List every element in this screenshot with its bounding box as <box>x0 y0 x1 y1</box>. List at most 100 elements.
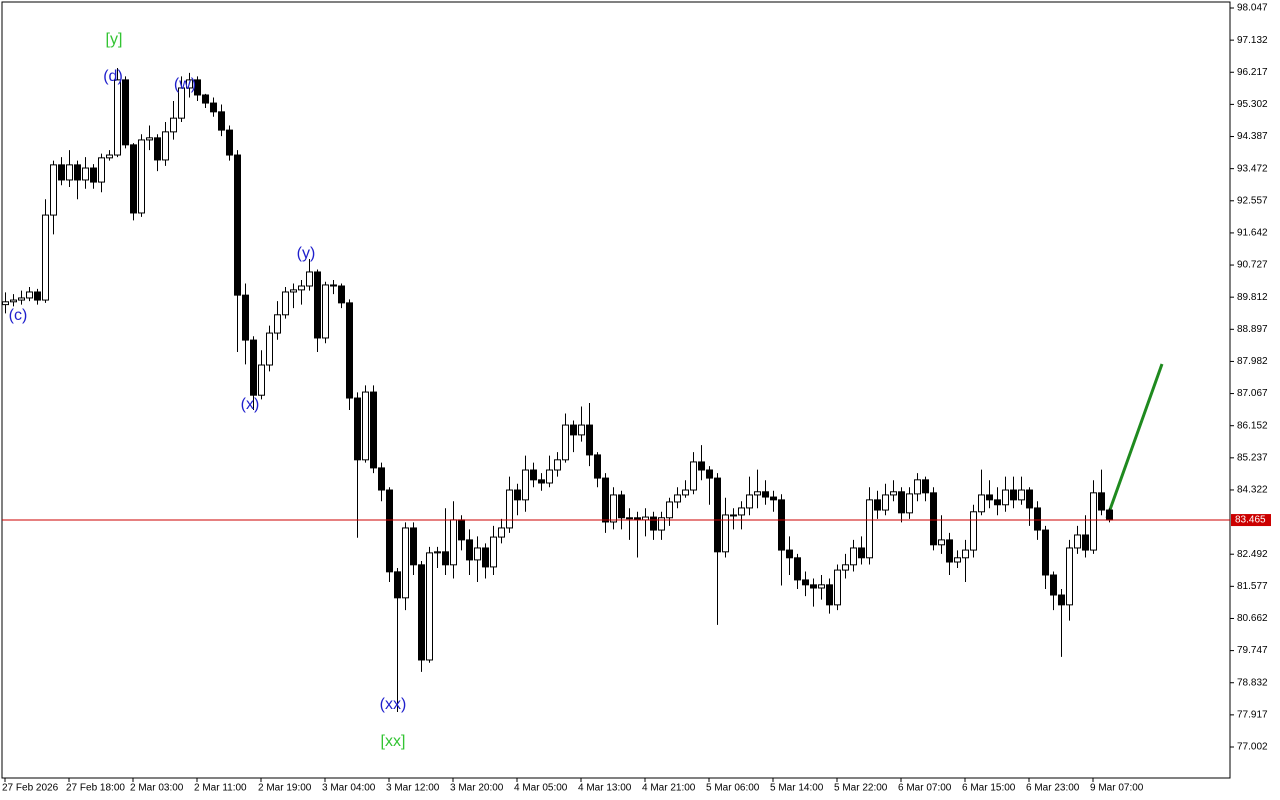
candle-body <box>650 516 657 531</box>
candle-body <box>802 579 809 586</box>
candle-body <box>442 551 449 566</box>
candle-body <box>1074 534 1081 549</box>
y-tick-label: 80.662 <box>1237 613 1268 624</box>
candle-body <box>1106 509 1113 521</box>
candle-body <box>1034 507 1041 531</box>
candle-body <box>938 539 945 546</box>
candle-body <box>386 489 393 573</box>
candle-body <box>1058 594 1065 606</box>
candle-body <box>954 557 961 563</box>
candle-body <box>602 477 609 523</box>
candle-body <box>354 397 361 461</box>
y-tick-label: 81.577 <box>1237 581 1268 592</box>
candle-body <box>970 511 977 551</box>
x-tick-label: 5 Mar 22:00 <box>834 783 888 794</box>
candle-body <box>490 536 497 568</box>
y-tick-label: 87.982 <box>1237 356 1268 367</box>
x-tick-label: 3 Mar 04:00 <box>322 783 376 794</box>
candle-body <box>370 391 377 469</box>
candle-body <box>322 284 329 339</box>
candle-body <box>122 79 129 146</box>
candle-body <box>1066 547 1073 606</box>
price-label-box <box>1231 514 1271 527</box>
candle-body <box>290 289 297 293</box>
candle-body <box>658 517 665 531</box>
candle-body <box>114 79 121 156</box>
candle-body <box>826 584 833 606</box>
x-tick-label: 4 Mar 05:00 <box>514 783 568 794</box>
candle-body <box>890 491 897 496</box>
candle-body <box>738 507 745 516</box>
candle-body <box>794 557 801 581</box>
candle-body <box>362 391 369 461</box>
x-tick-label: 2 Mar 11:00 <box>194 783 247 794</box>
candle-body <box>754 491 761 496</box>
wave-label: (x) <box>241 396 260 413</box>
x-tick-label: 5 Mar 06:00 <box>706 783 760 794</box>
candle-body <box>978 494 985 513</box>
y-tick-label: 90.727 <box>1237 260 1268 271</box>
candle-body <box>1002 489 1009 506</box>
candle-body <box>346 302 353 399</box>
candle-body <box>10 299 17 303</box>
wave-label: (xx) <box>380 696 407 713</box>
wave-label: (d) <box>103 68 123 85</box>
x-tick-label: 6 Mar 07:00 <box>898 783 952 794</box>
candle-body <box>530 469 537 481</box>
y-tick-label: 93.472 <box>1237 163 1268 174</box>
wave-label: [xx] <box>381 733 406 750</box>
x-tick-label: 27 Feb 2026 <box>2 783 59 794</box>
candle-body <box>226 129 233 156</box>
candle-body <box>962 549 969 559</box>
candle-body <box>786 549 793 559</box>
candle-body <box>26 291 33 299</box>
candle-body <box>946 539 953 563</box>
y-tick-label: 77.002 <box>1237 742 1268 753</box>
candle-body <box>690 461 697 491</box>
candle-body <box>178 87 185 119</box>
candle-body <box>866 499 873 559</box>
candle-body <box>874 499 881 511</box>
candle-body <box>50 164 57 216</box>
candle-body <box>586 424 593 456</box>
candle-body <box>474 547 481 561</box>
candle-body <box>146 137 153 141</box>
x-tick-label: 2 Mar 19:00 <box>258 783 312 794</box>
candle-body <box>810 584 817 589</box>
candle-body <box>594 454 601 479</box>
y-tick-label: 82.492 <box>1237 549 1268 560</box>
candle-body <box>682 489 689 496</box>
candle-body <box>842 564 849 571</box>
candle-body <box>106 154 113 159</box>
candle-body <box>850 547 857 566</box>
candle-body <box>410 527 417 566</box>
x-tick-label: 9 Mar 07:00 <box>1090 783 1144 794</box>
candle-body <box>562 424 569 461</box>
y-tick-label: 95.302 <box>1237 99 1268 110</box>
candle-body <box>986 494 993 501</box>
x-tick-label: 2 Mar 03:00 <box>130 783 184 794</box>
candle-body <box>138 139 145 214</box>
x-tick-label: 5 Mar 14:00 <box>770 783 824 794</box>
y-tick-label: 87.067 <box>1237 388 1268 399</box>
candle-body <box>1098 492 1105 511</box>
candle-body <box>186 79 193 89</box>
candle-body <box>930 492 937 546</box>
candle-body <box>674 494 681 503</box>
candle-body <box>66 164 73 181</box>
candle-body <box>698 461 705 471</box>
candle-body <box>162 131 169 161</box>
candle-body <box>82 167 89 181</box>
candle-body <box>250 339 257 396</box>
candle-body <box>514 489 521 501</box>
y-tick-label: 91.642 <box>1237 228 1268 239</box>
y-tick-label: 98.047 <box>1237 3 1268 14</box>
y-tick-label: 77.917 <box>1237 710 1268 721</box>
y-tick-label: 89.812 <box>1237 292 1268 303</box>
candle-body <box>818 584 825 589</box>
candle-body <box>298 285 305 291</box>
candle-body <box>858 547 865 559</box>
candle-body <box>778 499 785 551</box>
candle-body <box>170 117 177 133</box>
